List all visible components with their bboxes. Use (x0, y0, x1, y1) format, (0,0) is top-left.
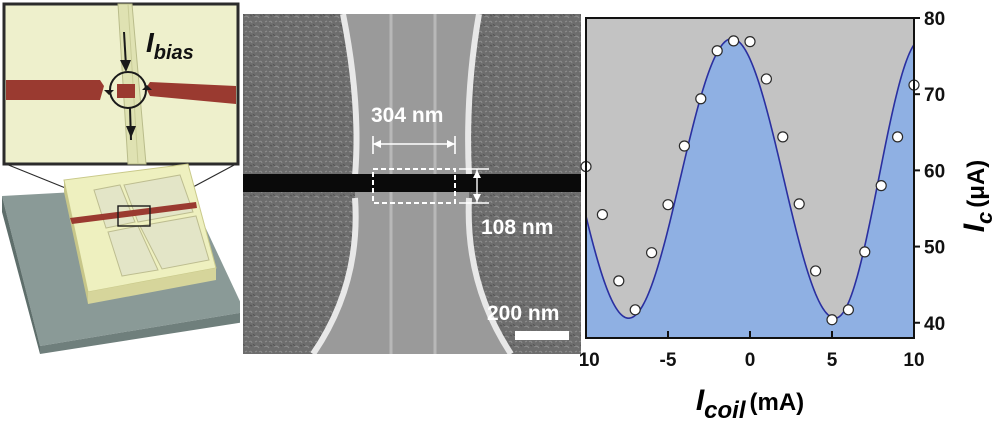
gap-trench (243, 174, 581, 192)
data-point (662, 199, 674, 211)
width-label: 304 nm (371, 104, 443, 127)
scalebar (515, 331, 569, 340)
x-tick-label: -5 (660, 350, 677, 371)
data-point (613, 275, 625, 287)
x-tick-label: -10 (580, 350, 600, 371)
gap-label: 108 nm (481, 216, 553, 239)
ic-vs-icoil-chart: -10 -5 0 5 10 40 50 60 70 80 Icoil(mA) Ic(μA) (572, 9, 997, 424)
x-tick-label: 5 (827, 350, 838, 371)
data-point (826, 314, 838, 326)
electrode-right (146, 82, 236, 104)
data-point (760, 73, 772, 85)
data-point (596, 208, 608, 221)
data-point (629, 304, 641, 316)
data-point (842, 304, 854, 316)
y-axis: 40 50 60 70 80 (914, 9, 945, 335)
scalebar-label: 200 nm (487, 302, 559, 325)
y-tick-label: 70 (924, 85, 945, 106)
chip-stripe (70, 202, 197, 224)
plot-area-below (586, 38, 914, 338)
data-point (695, 93, 707, 105)
x-tick-label: 10 (903, 350, 924, 371)
data-point (859, 246, 871, 258)
x-axis-label: Icoil (mA) (696, 384, 804, 424)
sem-image-panel: 304 nm 108 nm 200 nm (243, 13, 581, 356)
data-point (744, 36, 756, 48)
data-point (793, 198, 805, 210)
data-point (711, 45, 723, 57)
chip-block (63, 163, 217, 304)
gap-dimension (459, 168, 489, 204)
y-axis-label: Ic(μA) (958, 160, 997, 233)
electrode-left (6, 80, 104, 100)
y-tick-label: 80 (924, 9, 945, 30)
data-point (777, 131, 789, 143)
y-tick-label: 40 (924, 314, 945, 335)
data-point (810, 265, 822, 277)
y-tick-label: 50 (924, 238, 945, 259)
data-point (645, 247, 658, 259)
zoom-inset: Ibias (2, 2, 240, 166)
y-tick-label: 60 (924, 161, 945, 182)
device-schematic-panel: Ibias (0, 0, 245, 360)
data-point (728, 35, 740, 47)
width-dimension (372, 136, 456, 154)
chart-panel: -10 -5 0 5 10 40 50 60 70 80 Icoil(mA) Ic(μA) (572, 0, 1008, 429)
junction-box (372, 168, 456, 204)
data-point (875, 180, 887, 192)
zoom-box (117, 205, 151, 227)
x-tick-label: 0 (745, 350, 756, 371)
data-point (678, 140, 691, 152)
bias-current-label: Ibias (146, 27, 194, 64)
x-axis: -10 -5 0 5 10 (572, 331, 925, 371)
data-point (892, 131, 904, 143)
